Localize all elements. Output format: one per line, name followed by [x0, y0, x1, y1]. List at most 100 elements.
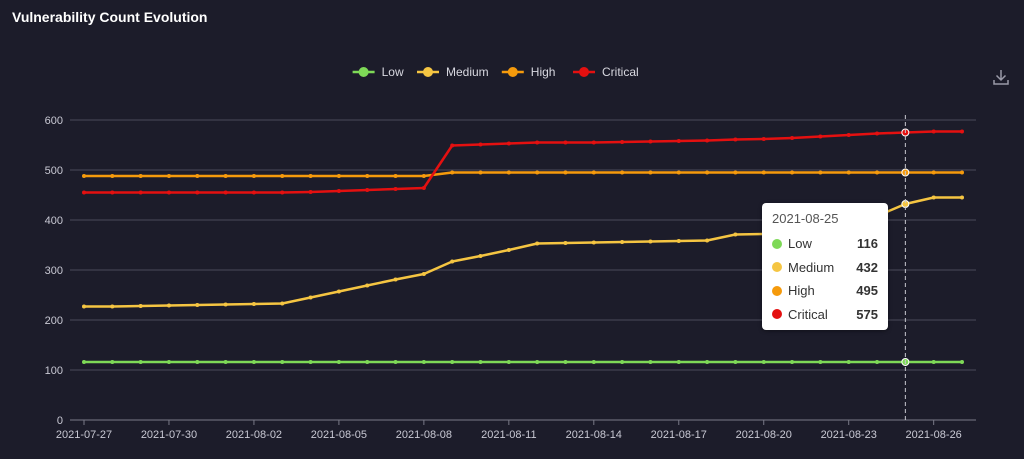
data-point-low: [676, 360, 681, 364]
data-point-medium: [450, 259, 455, 264]
data-point-low: [960, 360, 964, 364]
data-point-medium: [591, 240, 596, 245]
data-point-critical: [960, 129, 964, 134]
legend-label-low: Low: [382, 65, 404, 79]
data-point-low: [648, 360, 653, 364]
data-point-medium: [421, 272, 426, 276]
x-tick-label: 2021-08-02: [226, 429, 282, 441]
data-point-critical: [138, 190, 143, 195]
data-point-high: [308, 174, 313, 178]
y-tick-label: 600: [45, 115, 63, 127]
tooltip: 2021-08-25 Low 116 Medium 432 High 495 C…: [762, 203, 888, 330]
data-point-medium: [705, 238, 710, 243]
data-point-medium: [478, 254, 483, 258]
data-point-high: [960, 170, 964, 175]
data-point-low: [846, 360, 851, 364]
y-tick-label: 200: [45, 315, 63, 327]
data-point-medium: [308, 295, 313, 300]
data-point-high: [393, 174, 398, 178]
x-tick-label: 2021-07-30: [141, 429, 197, 441]
data-point-low: [336, 360, 341, 364]
data-point-critical: [705, 138, 710, 143]
data-point-critical: [336, 189, 341, 193]
data-point-critical: [166, 190, 171, 195]
data-point-critical: [223, 190, 228, 195]
data-point-critical: [308, 190, 313, 194]
data-point-low: [478, 360, 483, 364]
data-point-medium: [733, 232, 738, 237]
legend-swatch-dot-high: [507, 67, 518, 77]
data-point-critical: [195, 190, 200, 195]
x-axis: 2021-07-27 2021-07-30 2021-08-02 2021-08-05…: [56, 419, 976, 441]
data-point-medium: [506, 248, 511, 252]
data-point-low: [308, 360, 313, 364]
data-point-high: [506, 170, 511, 175]
data-point-high: [733, 170, 738, 175]
data-point-critical: [421, 186, 426, 190]
data-point-low: [450, 360, 455, 364]
legend-label-critical: Critical: [602, 65, 639, 79]
tooltip-dot-medium: [772, 262, 782, 273]
data-point-critical: [82, 190, 86, 195]
data-point-critical: [110, 190, 115, 195]
x-tick-label: 2021-08-17: [651, 429, 707, 441]
tooltip-value: 432: [856, 259, 878, 275]
y-tick-label: 300: [45, 265, 63, 277]
data-point-low: [761, 360, 766, 364]
tooltip-name: Low: [788, 236, 812, 252]
legend-swatch-dot-critical: [579, 67, 589, 77]
data-point-low: [733, 360, 738, 364]
x-tick-label: 2021-07-27: [56, 429, 112, 441]
data-point-critical: [393, 187, 398, 191]
data-point-high: [563, 170, 568, 175]
data-point-high: [790, 170, 795, 175]
data-point-medium: [166, 303, 171, 308]
legend-swatch-dot-medium: [423, 67, 433, 77]
data-point-critical: [648, 139, 653, 144]
legend: Low Medium High Critical: [352, 65, 639, 79]
data-point-high: [846, 170, 851, 175]
data-point-critical: [535, 140, 540, 145]
x-tick-label: 2021-08-08: [396, 429, 452, 441]
data-point-medium: [535, 241, 540, 246]
download-button[interactable]: [992, 68, 1010, 86]
tooltip-row-high: High 495: [772, 279, 878, 303]
data-point-medium: [563, 241, 568, 245]
data-point-medium: [251, 302, 256, 306]
tooltip-row-medium: Medium 432: [772, 256, 878, 280]
data-point-critical: [846, 133, 851, 137]
data-point-low: [506, 360, 511, 364]
data-point-high: [761, 170, 766, 175]
data-point-medium: [931, 195, 936, 200]
data-point-high: [931, 170, 936, 175]
tooltip-value: 495: [856, 283, 878, 299]
data-point-low: [110, 360, 115, 364]
tooltip-date: 2021-08-25: [772, 211, 839, 226]
data-point-high: [251, 174, 256, 178]
data-point-critical: [761, 137, 766, 141]
data-point-low: [393, 360, 398, 364]
data-point-medium: [960, 195, 964, 200]
data-point-low: [166, 360, 171, 364]
data-point-high: [648, 170, 653, 175]
data-point-critical: [450, 143, 455, 148]
data-point-medium: [620, 240, 625, 244]
data-point-high: [138, 174, 143, 178]
data-point-high: [591, 170, 596, 175]
data-point-medium: [393, 277, 398, 282]
data-point-low: [535, 360, 540, 364]
data-point-critical: [676, 139, 681, 143]
y-axis: 0 100 200 300 400 500 600: [45, 115, 63, 427]
data-point-high: [365, 174, 370, 178]
data-point-high: [110, 174, 115, 178]
x-tick-label: 2021-08-11: [481, 429, 536, 441]
data-point-high: [421, 174, 426, 178]
data-point-medium: [648, 239, 653, 244]
data-point-high: [620, 170, 625, 175]
data-point-high: [280, 174, 285, 178]
legend-swatch-dot-low: [358, 67, 369, 77]
tooltip-name: High: [788, 283, 815, 299]
tooltip-dot-high: [772, 285, 782, 296]
data-point-medium: [195, 303, 200, 307]
